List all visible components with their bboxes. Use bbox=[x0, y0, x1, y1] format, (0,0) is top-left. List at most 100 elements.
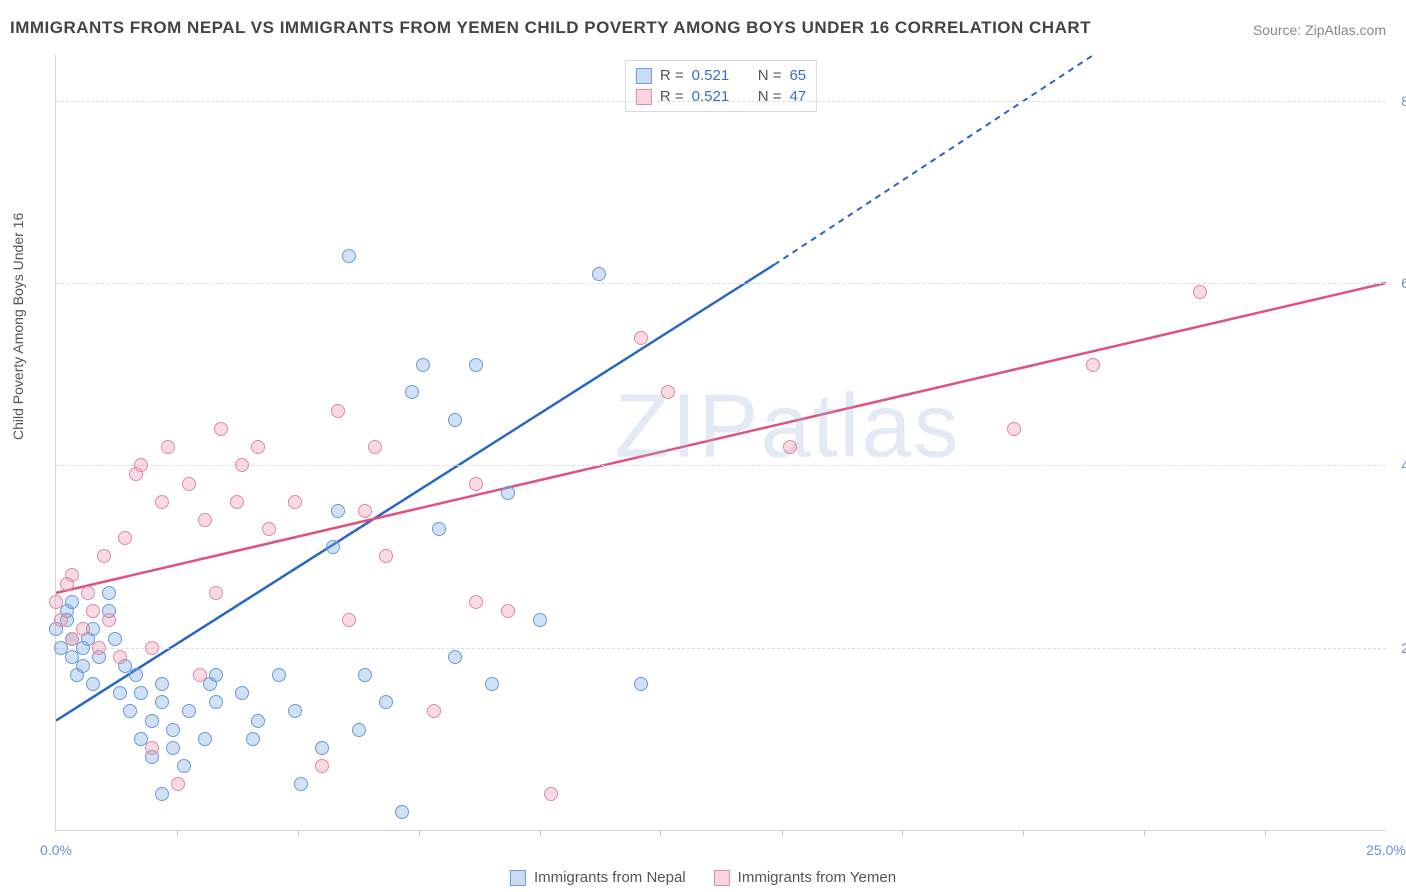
legend-swatch bbox=[510, 870, 526, 886]
x-tick-label: 25.0% bbox=[1366, 842, 1406, 858]
legend-swatch bbox=[636, 68, 652, 84]
data-point bbox=[76, 659, 90, 673]
data-point bbox=[129, 668, 143, 682]
gridline bbox=[56, 465, 1386, 466]
data-point bbox=[209, 586, 223, 600]
data-point bbox=[416, 358, 430, 372]
data-point bbox=[113, 650, 127, 664]
legend-item: Immigrants from Nepal bbox=[510, 869, 686, 886]
data-point bbox=[171, 777, 185, 791]
data-point bbox=[166, 723, 180, 737]
data-point bbox=[97, 549, 111, 563]
data-point bbox=[315, 759, 329, 773]
data-point bbox=[783, 440, 797, 454]
x-tick-label: 0.0% bbox=[40, 842, 72, 858]
data-point bbox=[326, 540, 340, 554]
data-point bbox=[182, 704, 196, 718]
data-point bbox=[395, 805, 409, 819]
data-point bbox=[294, 777, 308, 791]
data-point bbox=[177, 759, 191, 773]
data-point bbox=[235, 458, 249, 472]
data-point bbox=[198, 732, 212, 746]
legend-row: R = 0.521 N = 47 bbox=[636, 86, 806, 107]
data-point bbox=[54, 613, 68, 627]
data-point bbox=[86, 604, 100, 618]
data-point bbox=[634, 677, 648, 691]
data-point bbox=[86, 677, 100, 691]
y-axis-label: Child Poverty Among Boys Under 16 bbox=[10, 213, 26, 440]
chart-plot-area: ZIPatlas R = 0.521 N = 65R = 0.521 N = 4… bbox=[55, 55, 1386, 831]
x-tick bbox=[298, 830, 299, 836]
data-point bbox=[246, 732, 260, 746]
x-tick bbox=[902, 830, 903, 836]
x-tick bbox=[419, 830, 420, 836]
y-tick-label: 20.0% bbox=[1391, 640, 1406, 656]
data-point bbox=[501, 604, 515, 618]
data-point bbox=[113, 686, 127, 700]
gridline bbox=[56, 283, 1386, 284]
data-point bbox=[379, 549, 393, 563]
data-point bbox=[331, 504, 345, 518]
data-point bbox=[161, 440, 175, 454]
data-point bbox=[155, 787, 169, 801]
data-point bbox=[592, 267, 606, 281]
data-point bbox=[65, 595, 79, 609]
legend-row: R = 0.521 N = 65 bbox=[636, 65, 806, 86]
data-point bbox=[102, 613, 116, 627]
data-point bbox=[331, 404, 345, 418]
data-point bbox=[358, 504, 372, 518]
data-point bbox=[288, 704, 302, 718]
data-point bbox=[427, 704, 441, 718]
data-point bbox=[272, 668, 286, 682]
data-point bbox=[262, 522, 276, 536]
gridline bbox=[56, 101, 1386, 102]
data-point bbox=[145, 641, 159, 655]
data-point bbox=[342, 613, 356, 627]
data-point bbox=[134, 686, 148, 700]
data-point bbox=[145, 741, 159, 755]
data-point bbox=[198, 513, 212, 527]
data-point bbox=[134, 458, 148, 472]
data-point bbox=[544, 787, 558, 801]
data-point bbox=[634, 331, 648, 345]
data-point bbox=[448, 413, 462, 427]
data-point bbox=[108, 632, 122, 646]
data-point bbox=[485, 677, 499, 691]
data-point bbox=[379, 695, 393, 709]
data-point bbox=[102, 586, 116, 600]
data-point bbox=[469, 358, 483, 372]
data-point bbox=[49, 595, 63, 609]
data-point bbox=[118, 531, 132, 545]
data-point bbox=[1007, 422, 1021, 436]
data-point bbox=[214, 422, 228, 436]
data-point bbox=[448, 650, 462, 664]
correlation-legend: R = 0.521 N = 65R = 0.521 N = 47 bbox=[625, 60, 817, 112]
data-point bbox=[166, 741, 180, 755]
data-point bbox=[230, 495, 244, 509]
data-point bbox=[661, 385, 675, 399]
data-point bbox=[145, 714, 159, 728]
legend-swatch bbox=[714, 870, 730, 886]
data-point bbox=[469, 595, 483, 609]
data-point bbox=[342, 249, 356, 263]
data-point bbox=[65, 568, 79, 582]
data-point bbox=[358, 668, 372, 682]
data-point bbox=[368, 440, 382, 454]
data-point bbox=[92, 641, 106, 655]
data-point bbox=[235, 686, 249, 700]
data-point bbox=[432, 522, 446, 536]
x-tick bbox=[660, 830, 661, 836]
legend-swatch bbox=[636, 89, 652, 105]
data-point bbox=[155, 695, 169, 709]
y-tick-label: 80.0% bbox=[1391, 93, 1406, 109]
data-point bbox=[155, 495, 169, 509]
data-point bbox=[1193, 285, 1207, 299]
data-point bbox=[251, 440, 265, 454]
x-tick bbox=[1265, 830, 1266, 836]
data-point bbox=[315, 741, 329, 755]
data-point bbox=[193, 668, 207, 682]
data-point bbox=[533, 613, 547, 627]
x-tick bbox=[540, 830, 541, 836]
data-point bbox=[209, 668, 223, 682]
data-point bbox=[123, 704, 137, 718]
